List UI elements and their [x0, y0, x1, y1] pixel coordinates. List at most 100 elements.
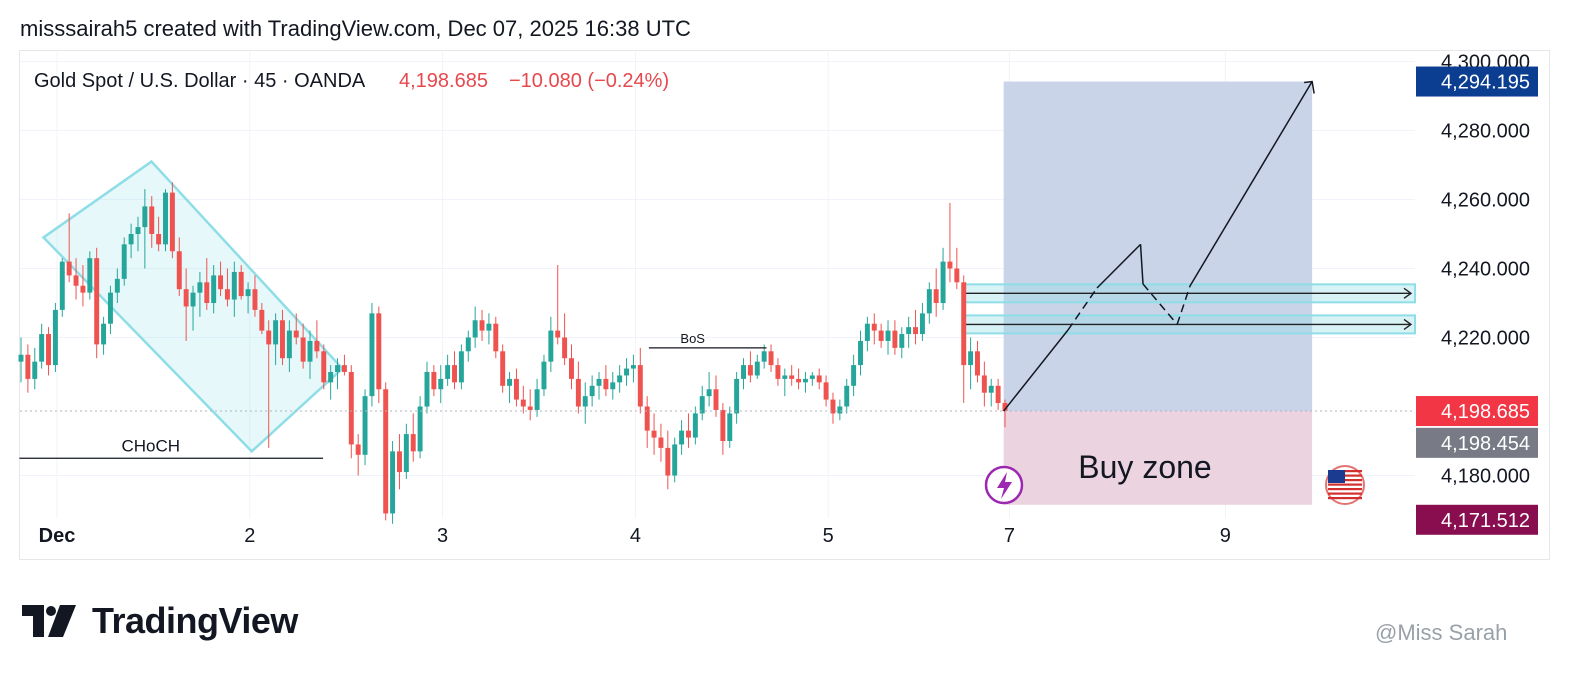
candle: [39, 323, 45, 369]
candle: [926, 282, 932, 324]
candle: [245, 282, 251, 314]
candle: [789, 365, 795, 386]
candle: [376, 306, 382, 404]
candle: [541, 354, 547, 397]
candle: [149, 196, 155, 248]
candle-body: [25, 354, 31, 379]
candle: [348, 365, 354, 459]
projection-leg: [1096, 243, 1142, 289]
candle-body: [224, 289, 230, 300]
candle: [995, 378, 1001, 410]
candle-body: [211, 275, 217, 303]
lightning-bolt-icon: [997, 472, 1012, 499]
candle-body: [493, 323, 499, 352]
candle: [307, 330, 313, 379]
candle: [575, 361, 581, 414]
candle: [802, 372, 808, 393]
candle-body: [218, 275, 224, 290]
symbol-price: 4,198.685: [399, 70, 488, 92]
candle: [410, 413, 416, 462]
candle-body: [789, 375, 795, 379]
candle: [190, 285, 196, 331]
candle: [135, 216, 141, 252]
projection-leg: [1176, 285, 1191, 325]
candle: [479, 309, 485, 341]
candle: [858, 330, 863, 376]
candle-body: [699, 396, 705, 414]
candle-body: [94, 258, 100, 345]
candle: [128, 223, 134, 259]
candle-body: [376, 313, 382, 390]
candle-body: [280, 320, 285, 359]
candle: [727, 406, 733, 448]
candle: [18, 337, 24, 383]
candle: [816, 368, 822, 390]
candle: [562, 313, 568, 366]
candle: [637, 347, 643, 414]
y-tick-label: 4,220.000: [1441, 328, 1530, 350]
candle: [768, 344, 774, 372]
candle-body: [396, 451, 402, 473]
projection-leg: [1003, 329, 1069, 412]
candle-body: [775, 365, 781, 379]
candle-body: [438, 378, 444, 390]
projection-leg: [1189, 81, 1313, 287]
candle: [114, 268, 120, 303]
candle-body: [445, 365, 451, 379]
candle-body: [899, 334, 905, 348]
candle-body: [727, 413, 733, 441]
candle-body: [527, 406, 533, 410]
candle: [782, 368, 788, 397]
candle-body: [871, 323, 877, 331]
x-tick-label: 2: [244, 525, 255, 547]
us-flag-stripe: [1328, 488, 1362, 491]
tradingview-logo-icon: [22, 605, 76, 637]
buy-zone-label: Buy zone: [1078, 449, 1211, 485]
candle-body: [837, 406, 843, 414]
candle: [211, 265, 217, 314]
candle-body: [672, 444, 678, 476]
candle: [630, 354, 636, 383]
candle: [940, 247, 946, 310]
candle-body: [107, 292, 113, 324]
x-tick-label: 3: [437, 525, 448, 547]
price-badge-label: 4,198.454: [1441, 433, 1530, 455]
candle-body: [851, 365, 857, 386]
candle-body: [163, 192, 168, 245]
candle-body: [747, 365, 753, 376]
candle-body: [995, 385, 1001, 404]
candle-body: [369, 313, 375, 397]
bos-label: BoS: [680, 331, 705, 346]
candle: [1002, 399, 1008, 428]
candle-body: [176, 251, 182, 290]
tradingview-logo-text: TradingView: [92, 600, 298, 641]
candle: [837, 399, 843, 421]
candle: [527, 389, 533, 421]
candle-body: [981, 375, 987, 393]
candle-body: [121, 244, 127, 279]
candle: [493, 316, 499, 359]
candle-body: [500, 351, 506, 386]
candle-body: [988, 385, 994, 393]
candle-body: [589, 385, 595, 397]
x-tick-label: 9: [1220, 525, 1231, 547]
candle: [403, 423, 409, 479]
candle-body: [809, 375, 815, 379]
candle-body: [679, 430, 685, 445]
candle: [617, 365, 623, 393]
candle-body: [637, 365, 643, 407]
candle: [582, 382, 588, 424]
candle-body: [39, 334, 45, 362]
candle-body: [424, 372, 430, 407]
candle: [156, 216, 162, 252]
symbol-change: −10.080 (−0.24%): [509, 70, 669, 92]
target-zone: [1003, 81, 1313, 412]
candle-body: [665, 447, 671, 476]
price-badge-label: 4,171.512: [1441, 510, 1530, 532]
candle-body: [486, 323, 492, 331]
candle: [238, 265, 244, 300]
candle: [280, 309, 285, 366]
candle: [569, 344, 574, 390]
candle: [878, 323, 884, 348]
